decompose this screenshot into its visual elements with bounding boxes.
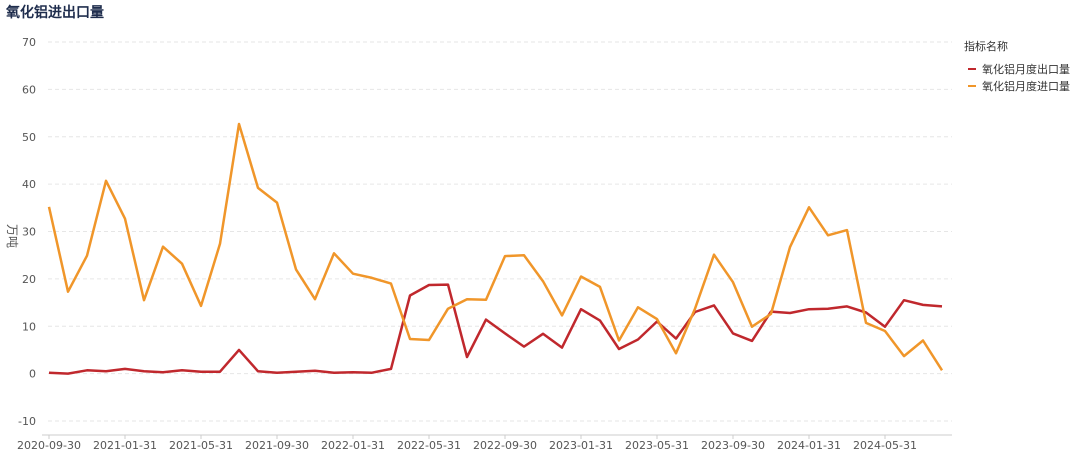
legend-items: 氧化铝月度出口量 氧化铝月度进口量 [964,60,1070,94]
legend-label: 氧化铝月度出口量 [982,62,1070,76]
y-tick-label: 0 [29,368,36,381]
series-line-1 [48,283,943,375]
x-tick-label: 2023-05-31 [625,439,689,452]
legend-title: 指标名称 [964,40,1008,53]
legend-label: 氧化铝月度进口量 [982,79,1070,93]
legend-swatch [968,84,976,87]
x-tick-label: 2021-05-31 [169,439,233,452]
chart-title: 氧化铝进出口量 [6,5,104,21]
x-tick-label: 2022-09-30 [473,439,537,452]
y-tick-label: 50 [22,131,36,144]
series-lines [47,122,944,375]
y-tick-label: 40 [22,178,36,191]
y-tick-label: 10 [22,320,36,333]
x-tick-label: 2023-09-30 [701,439,765,452]
y-tick-label: 60 [22,83,36,96]
x-tick-label: 2022-05-31 [397,439,461,452]
legend-item-2[interactable]: 氧化铝月度进口量 [968,77,1070,94]
y-tick-label: 70 [22,36,36,49]
y-axis-label: 万吨 [5,224,19,248]
y-tick-labels: -10 0 10 20 30 40 50 60 70 [18,36,36,428]
y-tick-label: -10 [18,415,36,428]
x-tick-label: 2024-05-31 [853,439,917,452]
legend-item-1[interactable]: 氧化铝月度出口量 [968,60,1070,77]
x-tick-label: 2021-01-31 [93,439,157,452]
x-tick-label: 2021-09-30 [245,439,309,452]
legend: 指标名称 氧化铝月度出口量 氧化铝月度进口量 [964,38,1070,94]
x-tick-labels: 2020-09-30 2021-01-31 2021-05-31 2021-09-30… [17,435,917,452]
x-tick-label: 2020-09-30 [17,439,81,452]
y-tick-label: 30 [22,226,36,239]
x-tick-label: 2022-01-31 [321,439,385,452]
legend-swatch [968,67,976,70]
gridlines [48,41,952,422]
series-line-2 [47,122,944,371]
x-tick-label: 2024-01-31 [777,439,841,452]
x-tick-label: 2023-01-31 [549,439,613,452]
y-tick-label: 20 [22,273,36,286]
